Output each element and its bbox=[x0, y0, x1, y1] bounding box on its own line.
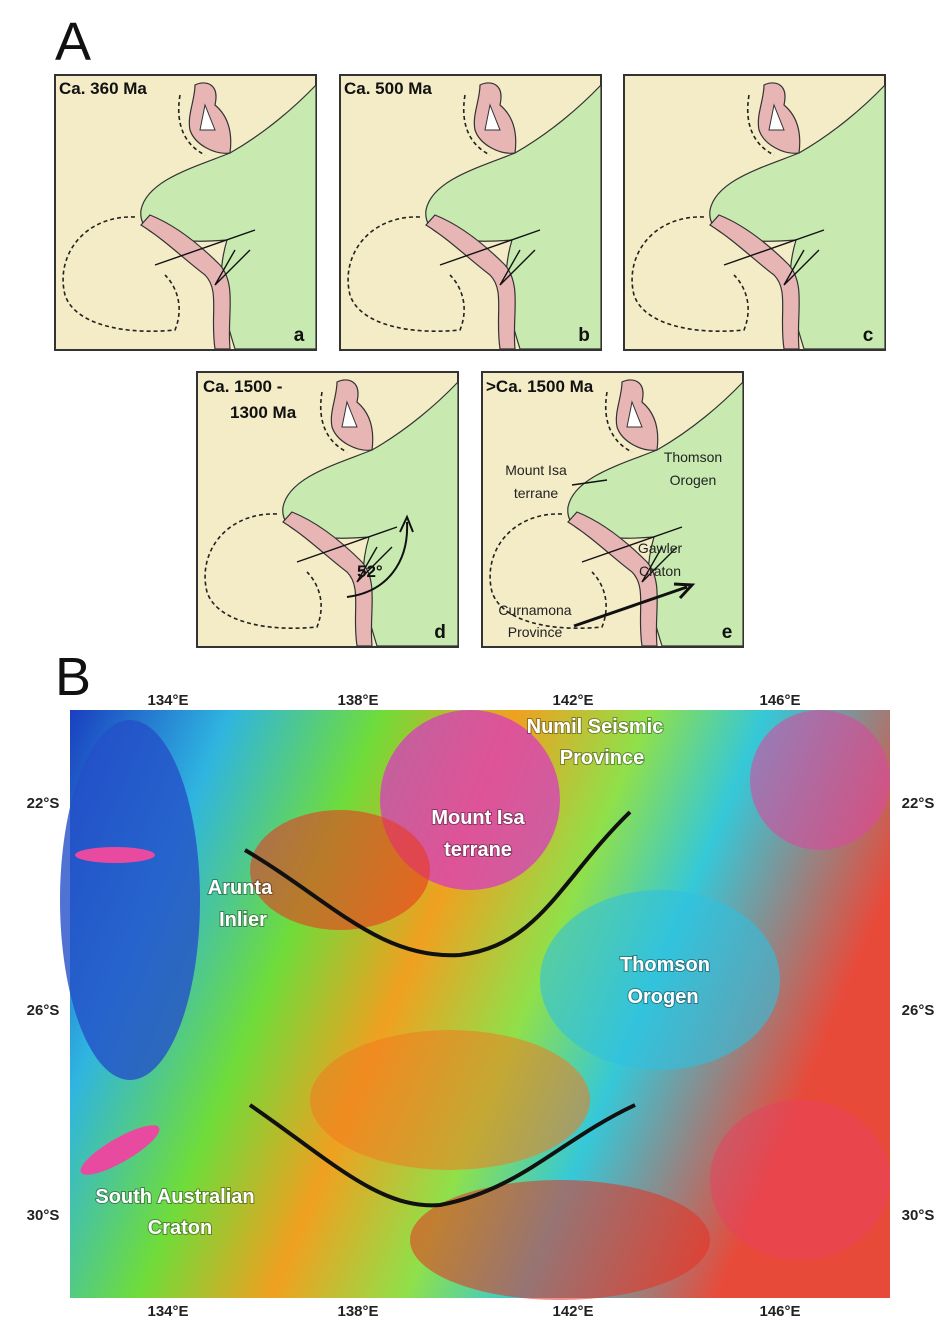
lat-label: 26°S bbox=[27, 1002, 60, 1019]
region-label: terrane bbox=[444, 839, 512, 861]
panel-letter: c bbox=[863, 325, 874, 346]
region-label: Craton bbox=[639, 563, 681, 579]
region-label: Province bbox=[508, 624, 563, 640]
figure: A Ca. 360 Ma a Ca. 500 Ma b c Ca. 1500 -… bbox=[0, 0, 951, 1324]
region-label: Orogen bbox=[627, 986, 698, 1008]
figure-label: A bbox=[55, 12, 91, 72]
lat-label: 26°S bbox=[902, 1002, 935, 1019]
lon-label: 134°E bbox=[147, 1303, 188, 1320]
region-label: Orogen bbox=[670, 472, 717, 488]
panel-d: Ca. 1500 - 1300 Ma 52° d bbox=[197, 372, 458, 647]
panel-letter: a bbox=[294, 325, 305, 346]
region-label: Arunta bbox=[208, 877, 273, 899]
region-label: Craton bbox=[148, 1217, 212, 1239]
panel-letter: d bbox=[434, 622, 446, 643]
lon-label: 146°E bbox=[759, 692, 800, 709]
panel-letter: b bbox=[578, 325, 590, 346]
region-label: Thomson bbox=[620, 954, 710, 976]
rotation-label: 52° bbox=[357, 562, 383, 581]
region-label: Province bbox=[560, 747, 644, 769]
region-label: Inlier bbox=[219, 909, 267, 931]
region-label: South Australian bbox=[95, 1186, 254, 1208]
region-label: Gawler bbox=[638, 540, 683, 556]
panel-title: 1300 Ma bbox=[230, 403, 297, 422]
panel-b: Ca. 500 Ma b bbox=[340, 75, 601, 350]
lat-label: 30°S bbox=[27, 1207, 60, 1224]
lon-label: 138°E bbox=[337, 692, 378, 709]
lat-label: 22°S bbox=[902, 795, 935, 812]
region-label: Numil Seismic bbox=[527, 716, 664, 738]
panel-e: >Ca. 1500 Ma Mount Isa terrane Thomson O… bbox=[482, 372, 743, 647]
panel-title: Ca. 360 Ma bbox=[59, 79, 147, 98]
region-label: Curnamona bbox=[498, 602, 571, 618]
lat-label: 30°S bbox=[902, 1207, 935, 1224]
magnetic-map: Numil Seismic Province Mount Isa terrane… bbox=[60, 710, 890, 1300]
region-label: terrane bbox=[514, 485, 559, 501]
lon-label: 138°E bbox=[337, 1303, 378, 1320]
panel-c: c bbox=[624, 75, 885, 350]
region-label: Mount Isa bbox=[431, 807, 525, 829]
lat-label: 22°S bbox=[27, 795, 60, 812]
panel-title: >Ca. 1500 Ma bbox=[486, 377, 594, 396]
lon-label: 142°E bbox=[552, 1303, 593, 1320]
figure-label: B bbox=[55, 647, 91, 707]
region-label: Mount Isa bbox=[505, 462, 567, 478]
panel-title: Ca. 500 Ma bbox=[344, 79, 432, 98]
lon-label: 146°E bbox=[759, 1303, 800, 1320]
panel-letter: e bbox=[722, 622, 733, 643]
lon-label: 142°E bbox=[552, 692, 593, 709]
panel-a: Ca. 360 Ma a bbox=[55, 75, 316, 350]
panel-title: Ca. 1500 - bbox=[203, 377, 282, 396]
region-label: Thomson bbox=[664, 449, 722, 465]
lon-label: 134°E bbox=[147, 692, 188, 709]
